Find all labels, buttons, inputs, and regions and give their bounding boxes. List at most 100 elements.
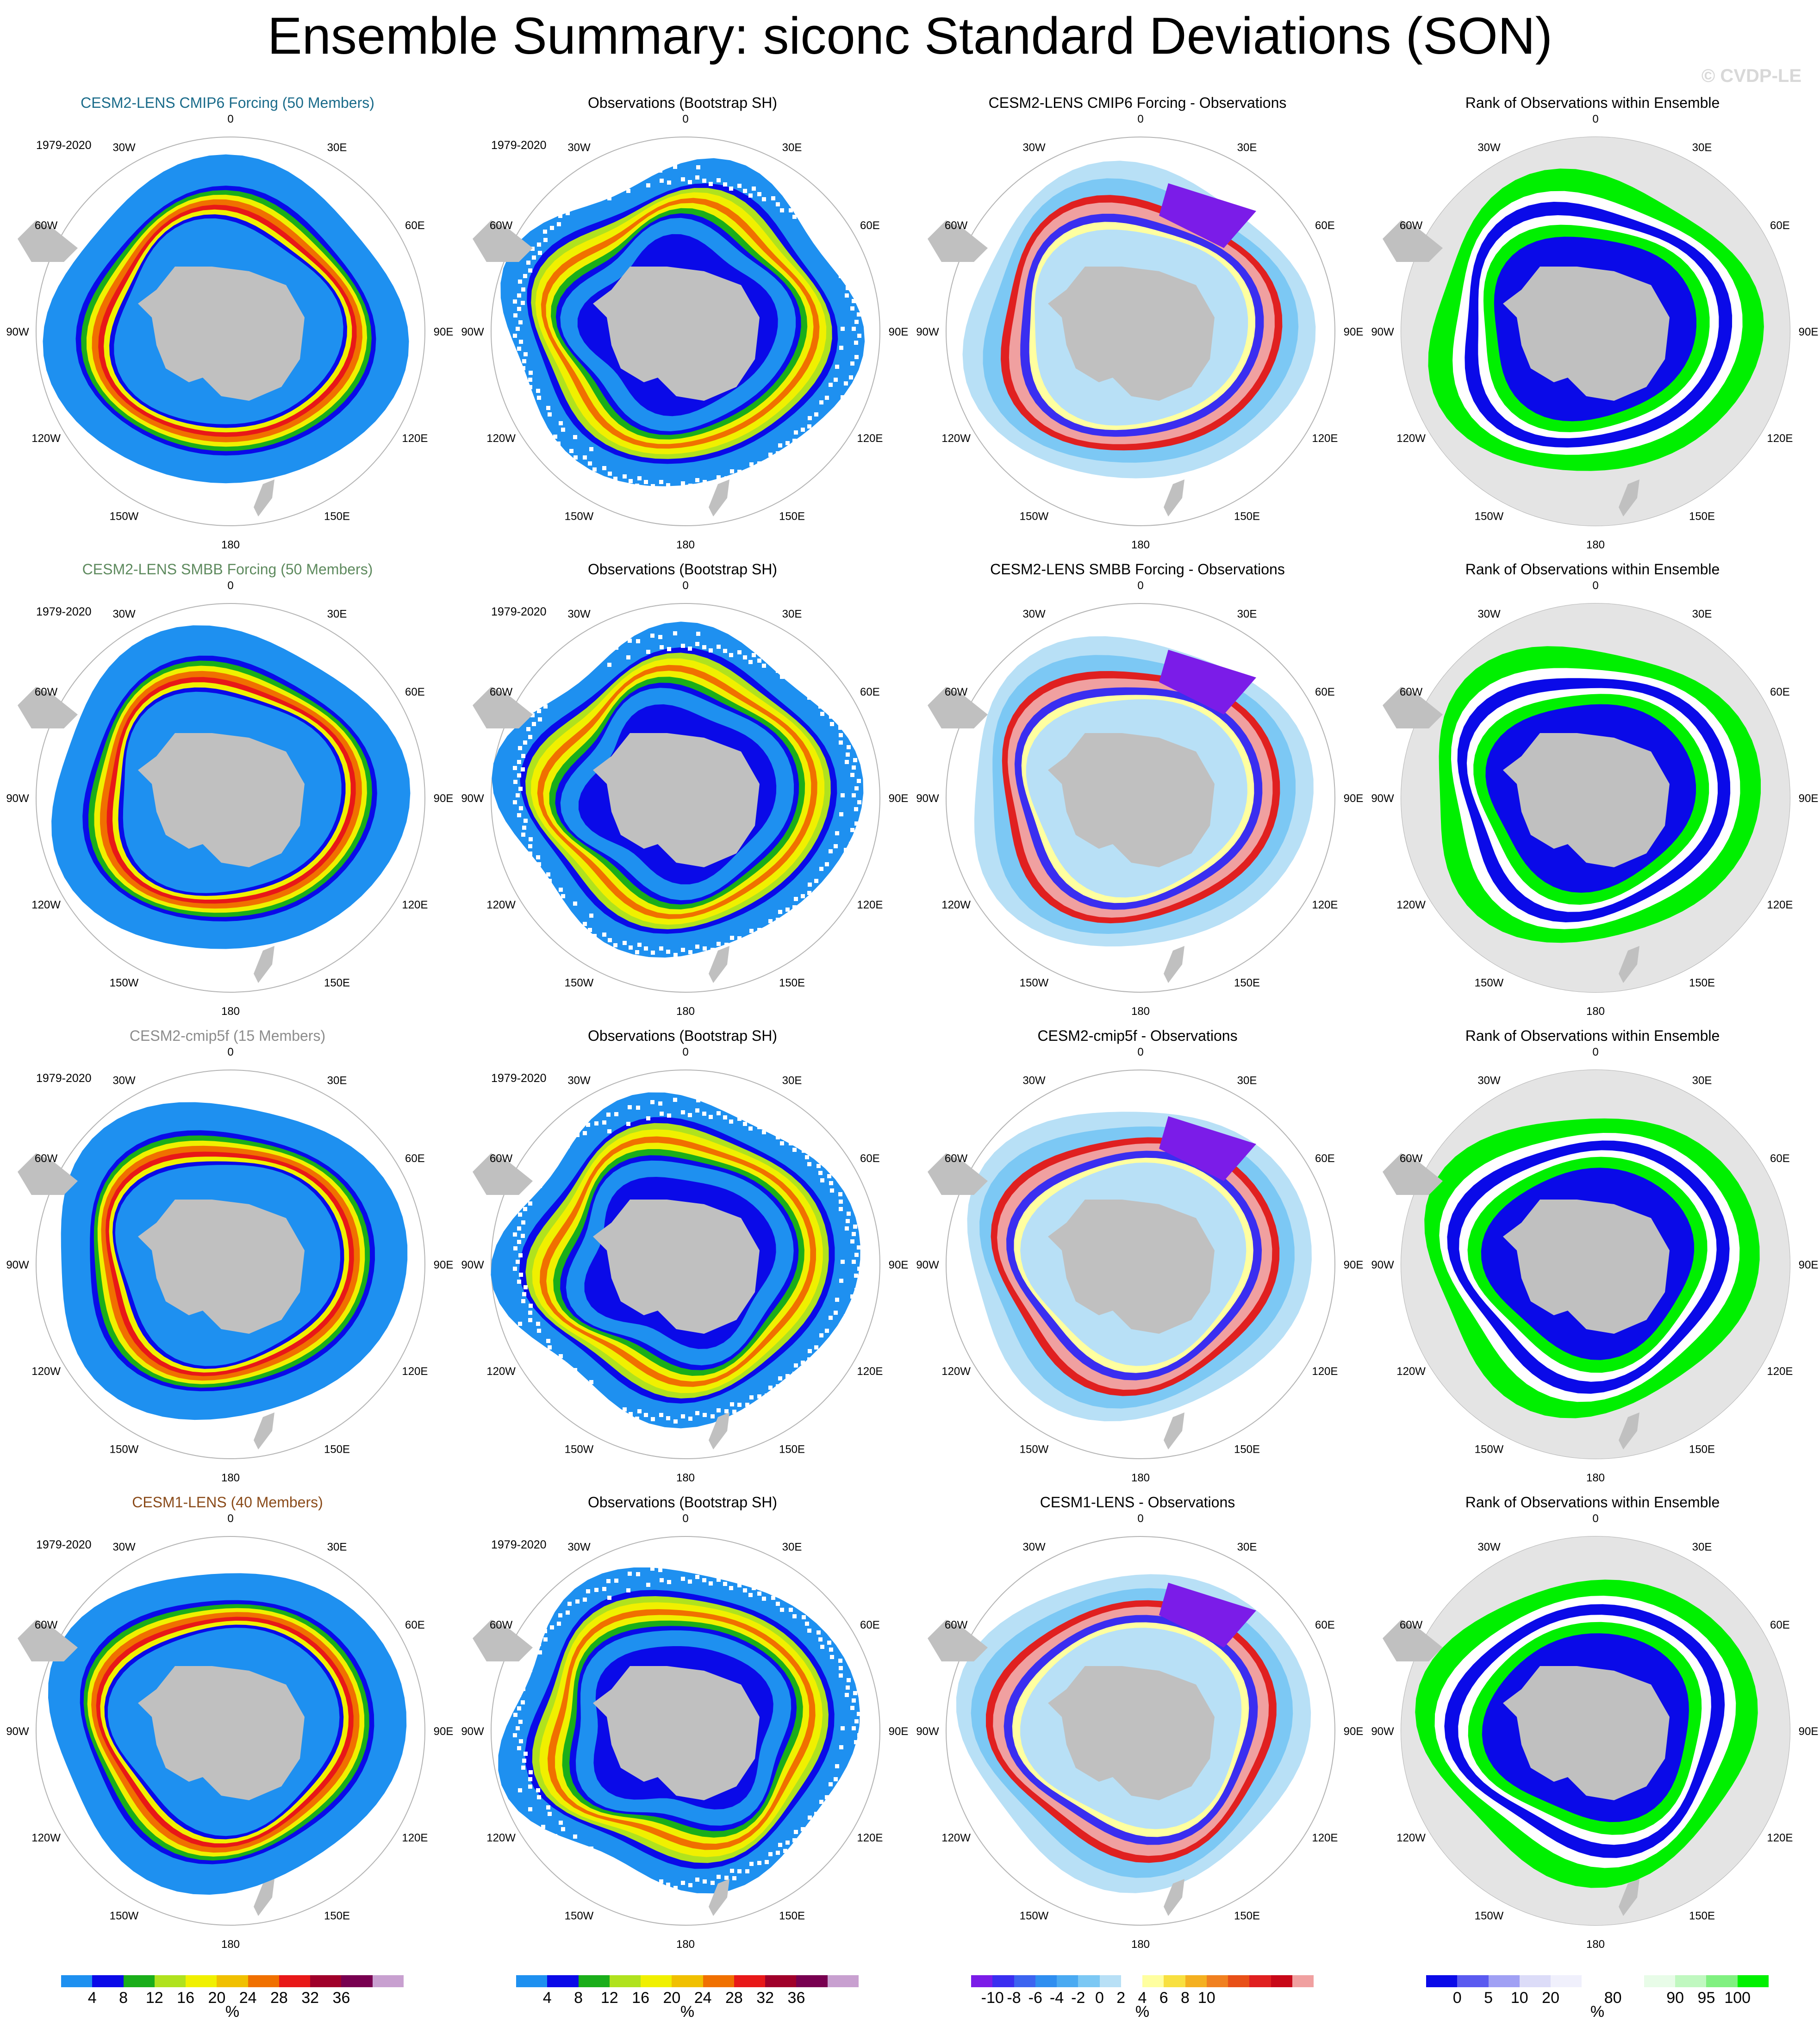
obs-gap-cell xyxy=(658,1101,662,1106)
obs-gap-cell xyxy=(541,1825,545,1829)
diff-negative-patch xyxy=(1159,1116,1256,1181)
colorbar-swatch xyxy=(609,1975,641,1987)
obs-gap-cell xyxy=(667,1113,671,1118)
obs-gap-cell xyxy=(785,441,790,445)
obs-gap-cell xyxy=(724,1409,729,1413)
obs-gap-cell xyxy=(556,1841,561,1845)
obs-gap-cell xyxy=(650,634,654,638)
obs-gap-cell xyxy=(583,665,587,669)
obs-gap-cell xyxy=(558,214,562,218)
obs-gap-cell xyxy=(818,1637,823,1642)
obs-gap-cell xyxy=(608,1405,612,1409)
obs-gap-cell xyxy=(681,1881,685,1885)
longitude-label: 90E xyxy=(889,1725,909,1738)
longitude-label: 60W xyxy=(35,219,58,232)
longitude-label: 120W xyxy=(486,1365,516,1378)
obs-gap-cell xyxy=(732,943,736,947)
south-america-landmass xyxy=(1383,1153,1443,1195)
obs-gap-cell xyxy=(752,1119,756,1124)
obs-gap-cell xyxy=(573,902,577,906)
colorbar-swatch xyxy=(1613,1975,1644,1987)
longitude-label: 30E xyxy=(1237,142,1257,154)
obs-gap-cell xyxy=(841,862,845,866)
longitude-label: 150W xyxy=(1020,976,1049,989)
longitude-label: 120E xyxy=(402,1365,428,1378)
longitude-label: 120E xyxy=(857,1365,883,1378)
colorbar-swatch xyxy=(217,1975,248,1987)
longitude-label: 60E xyxy=(405,1619,425,1631)
colorbar-swatches xyxy=(61,1975,404,1987)
obs-gap-cell xyxy=(583,922,587,926)
longitude-label: 90W xyxy=(6,326,29,338)
new-zealand-landmass xyxy=(1619,946,1639,983)
obs-gap-cell xyxy=(521,833,525,837)
longitude-label: 120E xyxy=(1767,432,1793,445)
obs-gap-cell xyxy=(839,740,843,745)
longitude-label: 120E xyxy=(1312,899,1338,911)
obs-gap-cell xyxy=(757,659,761,663)
obs-gap-cell xyxy=(526,261,530,265)
colorbar-swatch xyxy=(1142,1975,1164,1987)
obs-gap-cell xyxy=(559,421,563,425)
obs-gap-cell xyxy=(819,1800,823,1804)
longitude-label: 90W xyxy=(461,792,484,805)
longitude-label: 90E xyxy=(434,1259,454,1271)
obs-gap-cell xyxy=(695,642,699,646)
colorbar-unit: % xyxy=(1590,2003,1605,2021)
obs-gap-cell xyxy=(768,1386,773,1390)
map-panel-std: 0 30E 60E 90E 120E 150E 180 150W 120W 90W 60W 30W CE… xyxy=(0,1483,455,1949)
obs-gap-cell xyxy=(688,647,692,651)
period-label: 1979-2020 xyxy=(491,1538,547,1551)
longitude-label: 60W xyxy=(945,219,968,232)
obs-gap-cell xyxy=(794,1363,798,1368)
obs-gap-cell xyxy=(829,1648,833,1652)
obs-gap-cell xyxy=(524,1285,528,1289)
polar-map: 0 30E 60E 90E 120E 150E 180 150W 120W 90W 60W 30W xyxy=(6,113,453,550)
polar-map: 0 30E 60E 90E 120E 150E 180 150W 120W 90W 60W 30W xyxy=(6,1512,453,1949)
longitude-label: 0 xyxy=(227,1512,233,1525)
obs-gap-cell xyxy=(757,192,761,196)
obs-gap-cell xyxy=(517,773,521,777)
obs-gap-cell xyxy=(517,307,521,311)
obs-gap-cell xyxy=(561,894,565,898)
obs-gap-cell xyxy=(626,189,630,193)
obs-gap-cell xyxy=(723,1582,727,1586)
obs-gap-cell xyxy=(646,1116,650,1120)
obs-gap-cell xyxy=(681,948,685,952)
obs-gap-cell xyxy=(748,1126,753,1131)
south-america-landmass xyxy=(473,220,533,262)
obs-gap-cell xyxy=(695,175,699,180)
obs-gap-cell xyxy=(853,292,857,296)
longitude-label: 150E xyxy=(1234,510,1260,522)
longitude-label: 90E xyxy=(889,1259,909,1271)
polar-map: 0 30E 60E 90E 120E 150E 180 150W 120W 90W 60W 30W xyxy=(1371,579,1818,1016)
longitude-label: 120E xyxy=(1312,1832,1338,1844)
obs-gap-cell xyxy=(829,383,833,387)
obs-gap-cell xyxy=(695,478,699,482)
obs-gap-cell xyxy=(729,187,733,191)
longitude-label: 60W xyxy=(945,686,968,698)
obs-gap-cell xyxy=(608,472,612,476)
polar-map: 0 30E 60E 90E 120E 150E 180 150W 120W 90W 60W 30W xyxy=(916,579,1363,1016)
obs-gap-cell xyxy=(518,320,523,324)
longitude-label: 90W xyxy=(461,1259,484,1271)
obs-gap-cell xyxy=(807,1629,811,1633)
longitude-label: 120W xyxy=(1396,432,1426,445)
longitude-label: 30W xyxy=(567,608,591,621)
longitude-label: 90W xyxy=(461,326,484,338)
obs-gap-cell xyxy=(807,229,811,233)
panel-title: Observations (Bootstrap SH) xyxy=(587,1027,778,1044)
obs-gap-cell xyxy=(857,1733,861,1737)
obs-gap-cell xyxy=(546,1339,550,1343)
obs-gap-cell xyxy=(776,451,780,455)
obs-gap-cell xyxy=(829,1813,834,1817)
obs-gap-cell xyxy=(629,945,633,950)
obs-gap-cell xyxy=(513,1246,517,1250)
obs-gap-cell xyxy=(730,1869,734,1873)
obs-gap-cell xyxy=(717,942,721,946)
obs-gap-cell xyxy=(658,1568,662,1572)
polar-map: 0 30E 60E 90E 120E 150E 180 150W 120W 90W 60W 30W xyxy=(1371,1512,1818,1949)
south-america-landmass xyxy=(473,1153,533,1195)
obs-gap-cell xyxy=(635,950,639,954)
obs-gap-cell xyxy=(636,173,640,177)
